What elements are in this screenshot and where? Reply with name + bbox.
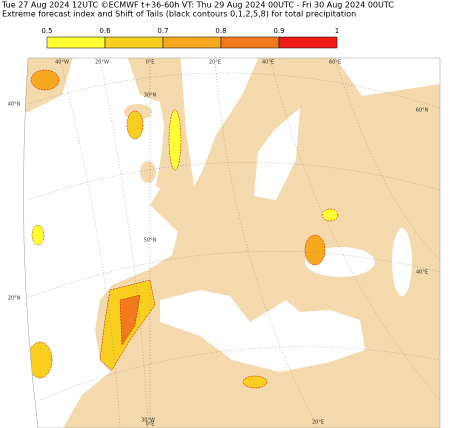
- colorbar-tick-label: 0.7: [157, 27, 168, 35]
- graticule-label: 30°W: [141, 418, 155, 424]
- header-line2: Extreme forecast index and Shift of Tail…: [2, 10, 356, 19]
- colorbar-segment: [220, 36, 280, 49]
- colorbar-tick-label: 1: [335, 27, 339, 35]
- graticule-label: 40°E: [262, 60, 274, 66]
- graticule-label: 20°E: [312, 420, 324, 426]
- graticule-label: 40°N: [8, 102, 21, 108]
- colorbar-segment: [278, 36, 338, 49]
- header-line1: Tue 27 Aug 2024 12UTC ©ECMWF t+36-60h VT…: [1, 1, 394, 10]
- map: 40°W 20°W 0°E 20°E 40°E 60°E 40°N 20°N 60°N 40°E 3…: [8, 57, 441, 428]
- colorbar-tick-label: 0.6: [99, 27, 111, 35]
- efi-areas: [27, 69, 339, 389]
- atlantic: [23, 58, 178, 428]
- ireland: [140, 161, 156, 183]
- map-frame: [23, 57, 441, 428]
- graticule-label: 60°N: [416, 108, 429, 114]
- caspian-sea: [392, 228, 412, 296]
- colorbar-segment: [104, 36, 164, 49]
- mediterranean: [160, 290, 365, 372]
- colorbar-segment: [162, 36, 222, 49]
- graticule-label: 20°E: [209, 60, 221, 66]
- graticule-label: 40°E: [416, 270, 428, 276]
- graticule: [27, 58, 440, 428]
- graticule-label: 50°N: [144, 238, 157, 244]
- graticule-label: 0°E: [146, 422, 155, 428]
- graticule-label: 40°W: [55, 60, 69, 66]
- graticule-label: 60°E: [329, 60, 341, 66]
- colorbar-segment: [46, 36, 106, 49]
- colorbar: 0.5 0.6 0.7 0.8 0.9 1: [41, 27, 339, 49]
- colorbar-tick-label: 0.9: [273, 27, 284, 35]
- arctic: [330, 58, 440, 96]
- graticule-label: 30°N: [144, 93, 157, 99]
- graticule-label: 0°E: [146, 60, 155, 66]
- graticule-label: 20°N: [8, 296, 21, 302]
- graticule-label: 20°W: [95, 60, 109, 66]
- colorbar-tick-label: 0.8: [215, 27, 226, 35]
- colorbar-tick-label: 0.5: [41, 27, 52, 35]
- baltic-sea: [254, 108, 300, 200]
